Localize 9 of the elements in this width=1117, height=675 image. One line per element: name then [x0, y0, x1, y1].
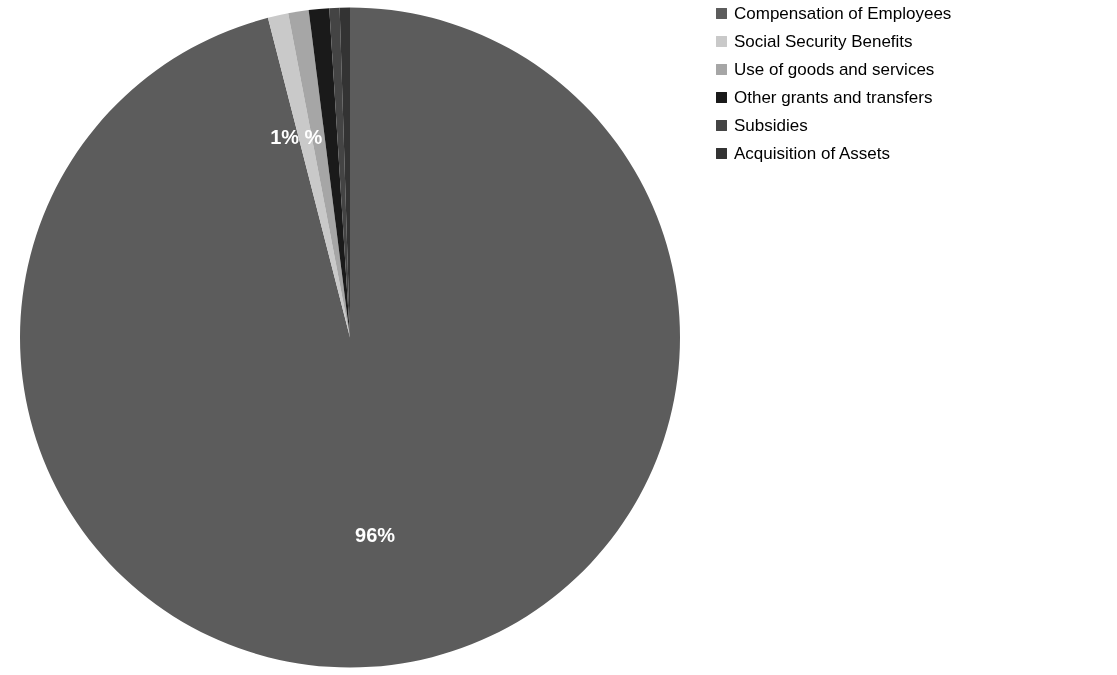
data-label: 1% % [270, 125, 323, 148]
legend-label: Social Security Benefits [734, 31, 913, 51]
legend-label: Compensation of Employees [734, 3, 952, 23]
pie-slice [20, 7, 680, 667]
legend-label: Other grants and transfers [734, 87, 933, 107]
legend-label: Subsidies [734, 115, 808, 135]
data-label: 96% [355, 523, 396, 546]
legend-label: Use of goods and services [734, 59, 935, 79]
legend-label: Acquisition of Assets [734, 143, 890, 163]
